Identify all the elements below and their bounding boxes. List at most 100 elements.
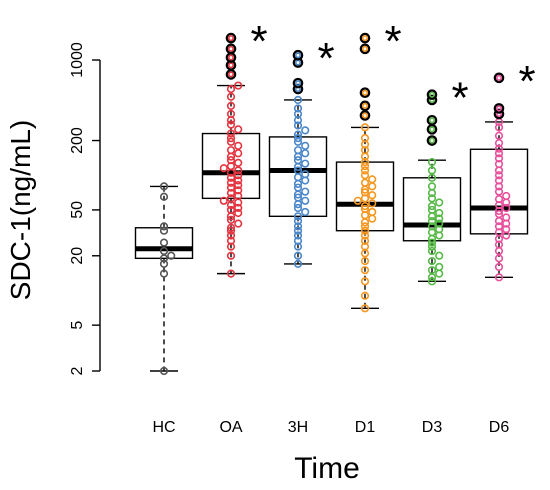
data-point <box>360 277 370 286</box>
data-points <box>159 32 511 376</box>
x-tick-label: 3H <box>288 419 308 436</box>
data-point-inner <box>228 71 235 78</box>
data-point <box>360 134 370 143</box>
data-point <box>293 203 303 213</box>
data-point <box>360 157 370 167</box>
data-point <box>494 154 504 163</box>
data-point-inner <box>495 74 502 81</box>
data-point <box>368 191 377 200</box>
data-point <box>226 109 236 119</box>
data-point <box>226 188 236 198</box>
data-point <box>301 141 310 150</box>
data-point <box>226 146 236 155</box>
data-point <box>427 242 437 251</box>
data-point <box>502 213 511 222</box>
data-point <box>226 84 236 94</box>
data-point <box>225 32 237 44</box>
y-tick-label: 50 <box>69 201 86 219</box>
significance-asterisk: * <box>317 34 334 83</box>
data-point <box>234 81 243 90</box>
significance-asterisk: * <box>384 17 401 66</box>
data-point <box>368 214 377 223</box>
data-point <box>226 183 236 192</box>
data-point <box>234 219 243 228</box>
data-point <box>301 207 310 217</box>
data-point-inner <box>228 62 235 69</box>
data-point <box>427 182 437 191</box>
box-iqr <box>268 136 328 218</box>
data-point <box>293 156 303 165</box>
data-point <box>427 205 437 215</box>
y-tick-label: 1000 <box>69 42 86 78</box>
data-point <box>435 214 444 223</box>
data-point <box>494 123 504 132</box>
data-point <box>360 166 370 175</box>
data-point <box>301 170 310 179</box>
data-point-inner <box>361 102 368 109</box>
data-point <box>159 246 169 256</box>
data-point <box>435 262 444 272</box>
significance-markers: * * * * * <box>250 17 535 123</box>
data-point <box>493 72 505 84</box>
data-point <box>226 156 236 165</box>
data-point <box>293 104 303 113</box>
data-point <box>427 256 437 266</box>
data-point <box>494 195 504 204</box>
data-point <box>301 149 310 158</box>
data-point <box>226 231 236 240</box>
data-point <box>226 194 236 203</box>
data-point <box>427 166 437 175</box>
data-point <box>359 100 371 112</box>
data-point <box>360 171 370 180</box>
data-point <box>427 201 437 211</box>
data-point <box>368 175 377 184</box>
x-tick-label: HC <box>152 419 175 436</box>
data-point <box>226 215 236 224</box>
data-point <box>360 162 370 171</box>
data-point <box>293 134 303 143</box>
data-point <box>301 159 310 168</box>
data-point-inner <box>361 89 368 96</box>
x-axis-title: Time <box>294 452 360 485</box>
data-point-inner <box>294 52 301 59</box>
data-point <box>494 159 504 169</box>
data-point <box>360 266 370 275</box>
data-point <box>494 149 504 158</box>
data-point <box>426 135 438 146</box>
data-point <box>494 209 504 219</box>
data-point-inner <box>361 45 368 52</box>
data-point <box>435 225 444 234</box>
x-tick-label: D3 <box>422 419 443 436</box>
data-point <box>293 231 303 240</box>
data-point <box>234 186 243 195</box>
data-point <box>226 137 236 146</box>
data-point <box>293 121 303 130</box>
data-point <box>293 222 303 231</box>
data-point <box>293 212 303 221</box>
data-point <box>226 236 236 245</box>
data-point <box>360 201 370 211</box>
data-point-inner <box>361 35 368 42</box>
data-point <box>226 251 236 260</box>
data-point-inner <box>294 80 301 87</box>
data-point <box>360 178 370 187</box>
data-point <box>360 231 370 240</box>
data-point <box>368 199 377 208</box>
data-point <box>359 87 371 99</box>
data-point <box>435 269 444 278</box>
data-point <box>226 101 236 110</box>
data-point <box>292 77 304 89</box>
data-point <box>159 259 169 269</box>
data-point-inner <box>294 59 301 66</box>
data-point <box>225 43 237 55</box>
data-point <box>292 49 304 61</box>
data-point <box>226 129 236 138</box>
data-point <box>426 89 438 100</box>
data-point <box>494 171 504 180</box>
data-point <box>360 123 370 132</box>
data-point <box>226 223 236 232</box>
data-point-inner <box>228 54 235 61</box>
data-point <box>360 226 370 235</box>
data-point-inner <box>428 96 435 103</box>
